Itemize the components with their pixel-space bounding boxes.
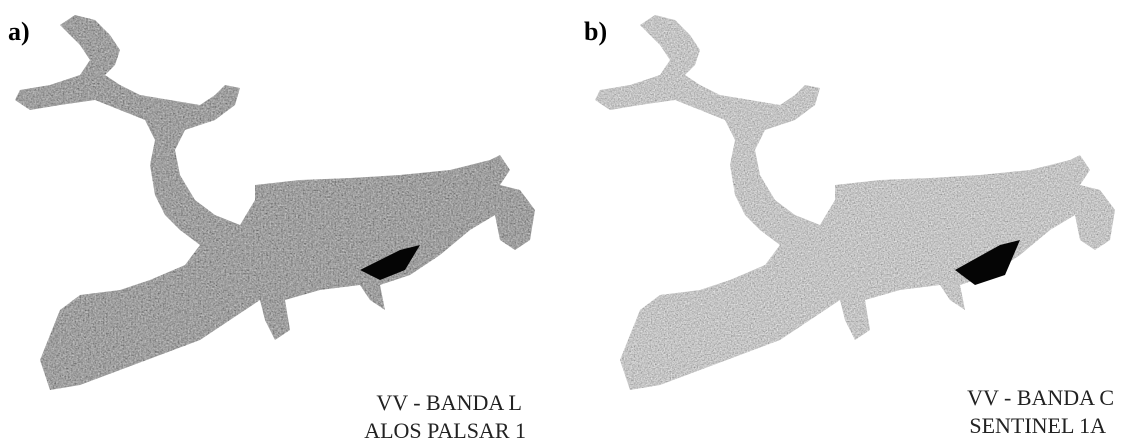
caption-line: VV - BANDA C xyxy=(967,385,1114,410)
sar-image xyxy=(15,15,535,390)
panel-b: b) VV - BANDA C SENTINEL 1A xyxy=(584,15,1115,438)
panel-a: a) VV - BANDA L ALOS PALSAR 1 xyxy=(8,15,535,443)
caption-line: VV - BANDA L xyxy=(376,390,522,415)
page: a) VV - BANDA L ALOS PALSAR 1 b) VV - BA… xyxy=(0,0,1128,446)
sar-image xyxy=(595,15,1115,390)
caption-line: ALOS PALSAR 1 xyxy=(364,418,526,443)
panel-label: a) xyxy=(8,17,30,46)
panel-label: b) xyxy=(584,17,607,46)
caption-line: SENTINEL 1A xyxy=(969,413,1106,438)
figure: a) VV - BANDA L ALOS PALSAR 1 b) VV - BA… xyxy=(0,0,1128,446)
